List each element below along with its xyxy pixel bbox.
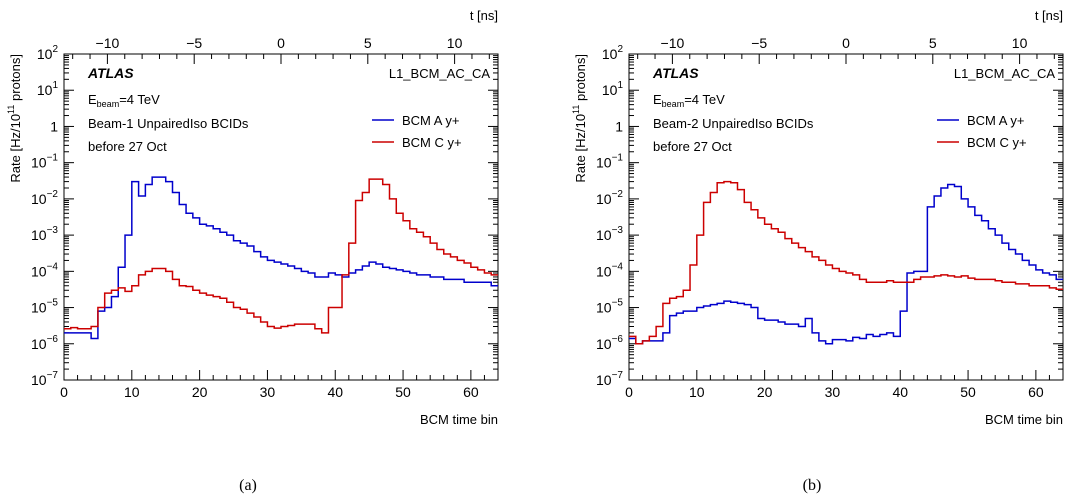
x-tick-label: 40 [892, 384, 908, 400]
info-line: Beam-2 UnpairedIso BCIDs [653, 116, 814, 131]
legend-entry: BCM C y+ [967, 135, 1027, 150]
energy-label: Ebeam=4 TeV [653, 92, 725, 109]
y-tick-label: 10−3 [31, 225, 58, 243]
series-line-bcm-c [629, 180, 1063, 345]
atlas-label: ATLAS [652, 65, 699, 81]
legend-entry: BCM A y+ [402, 113, 459, 128]
x-axis-title: BCM time bin [420, 412, 498, 427]
top-tick-label: 10 [1012, 35, 1028, 51]
energy-label: Ebeam=4 TeV [88, 92, 160, 109]
panel-caption: (a) [239, 477, 257, 494]
atlas-label: ATLAS [87, 65, 134, 81]
x-tick-label: 0 [625, 384, 633, 400]
x-tick-label: 50 [395, 384, 411, 400]
y-tick-label: 10−6 [596, 334, 623, 352]
y-tick-label: 101 [602, 80, 624, 98]
top-tick-label: −5 [751, 35, 767, 51]
info-line: Beam-1 UnpairedIso BCIDs [88, 116, 249, 131]
x-tick-label: 20 [757, 384, 773, 400]
x-tick-label: 30 [825, 384, 841, 400]
y-tick-label: 1 [50, 118, 58, 134]
y-tick-label: 102 [602, 44, 624, 62]
top-tick-label: −5 [186, 35, 202, 51]
top-tick-label: −10 [96, 35, 120, 51]
x-tick-label: 10 [124, 384, 140, 400]
info-line: before 27 Oct [653, 139, 732, 154]
series-line-bcm-a [629, 183, 1063, 345]
top-axis-title: t [ns] [1035, 8, 1063, 23]
x-tick-label: 20 [192, 384, 208, 400]
y-axis-title: Rate [Hz/1011 protons] [571, 54, 588, 183]
y-tick-label: 1 [615, 118, 623, 134]
y-tick-label: 10−2 [596, 189, 623, 207]
info-line: before 27 Oct [88, 139, 167, 154]
chart-panel-2: 0 10 20 30 40 50 60 −10 −5 0 5 10 t [ns] 102 101 10−1 10… [571, 8, 1064, 494]
y-tick-label: 10−7 [596, 370, 623, 388]
y-tick-label: 10−5 [31, 298, 58, 316]
y-tick-label: 10−1 [596, 153, 623, 171]
top-tick-label: 5 [929, 35, 937, 51]
top-tick-label: 0 [277, 35, 285, 51]
top-tick-label: 0 [842, 35, 850, 51]
panel-caption: (b) [803, 477, 822, 494]
y-axis-title: Rate [Hz/1011 protons] [6, 54, 23, 183]
x-tick-label: 50 [960, 384, 976, 400]
y-tick-label: 10−5 [596, 298, 623, 316]
top-tick-label: 5 [364, 35, 372, 51]
y-tick-label: 10−6 [31, 334, 58, 352]
y-tick-label: 10−2 [31, 189, 58, 207]
top-tick-label: 10 [447, 35, 463, 51]
x-tick-label: 10 [689, 384, 705, 400]
y-tick-label: 10−4 [596, 261, 623, 279]
series-line-bcm-a [64, 176, 498, 340]
y-tick-label: 10−3 [596, 225, 623, 243]
x-tick-label: 0 [60, 384, 68, 400]
y-tick-label: 10−4 [31, 261, 58, 279]
chart-panel-1: 0 10 20 30 40 50 60 −10 −5 0 5 10 t [ns] 102 101 10−1 10… [6, 8, 499, 494]
y-tick-label: 102 [37, 44, 59, 62]
trigger-label: L1_BCM_AC_CA [389, 66, 490, 81]
legend-entry: BCM A y+ [967, 113, 1024, 128]
x-tick-label: 60 [463, 384, 479, 400]
x-tick-label: 40 [327, 384, 343, 400]
y-tick-label: 10−1 [31, 153, 58, 171]
legend-entry: BCM C y+ [402, 135, 462, 150]
trigger-label: L1_BCM_AC_CA [954, 66, 1055, 81]
x-tick-label: 60 [1028, 384, 1044, 400]
top-tick-label: −10 [661, 35, 685, 51]
y-tick-label: 101 [37, 80, 59, 98]
x-tick-label: 30 [260, 384, 276, 400]
y-tick-label: 10−7 [31, 370, 58, 388]
series-line-bcm-c [64, 178, 498, 334]
x-axis-title: BCM time bin [985, 412, 1063, 427]
top-axis-title: t [ns] [470, 8, 498, 23]
